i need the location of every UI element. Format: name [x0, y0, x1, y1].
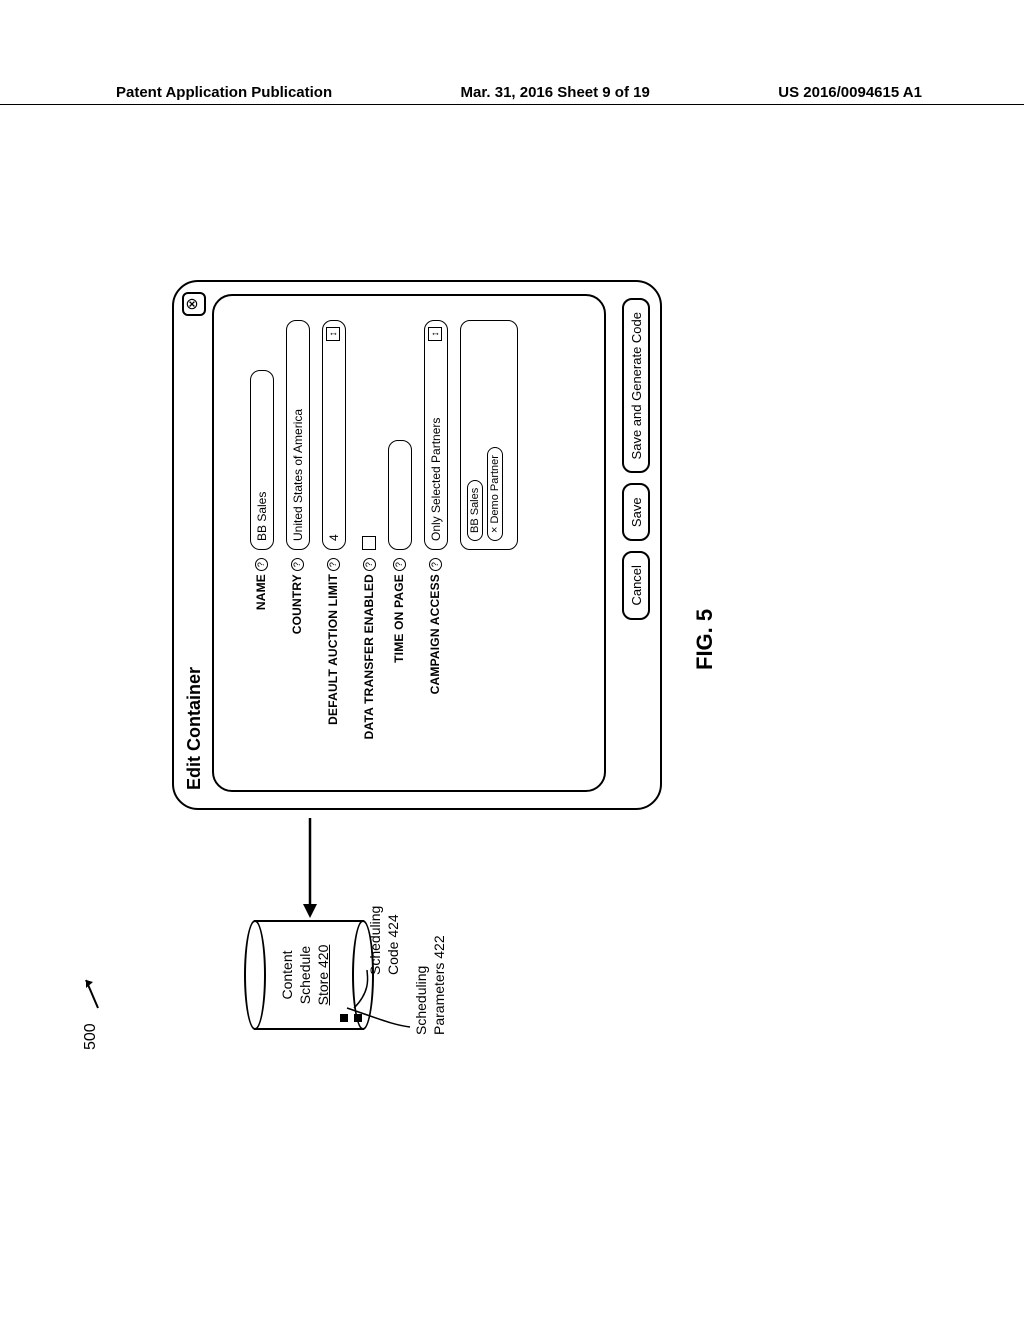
ref-arrow-icon	[84, 970, 102, 1010]
row-transfer: DATA TRANSFER ENABLED?	[358, 296, 376, 790]
header-right: US 2016/0094615 A1	[778, 84, 922, 101]
dialog-buttons: Cancel Save Save and Generate Code	[622, 298, 650, 620]
row-partners: BB Sales × Demo Partner	[460, 296, 518, 790]
checkbox-transfer[interactable]	[362, 536, 376, 550]
partner-chip[interactable]: BB Sales	[467, 480, 483, 541]
cancel-button[interactable]: Cancel	[622, 551, 650, 619]
header-rule	[0, 104, 1024, 105]
row-auction: DEFAULT AUCTION LIMIT? 4 ↕	[322, 296, 346, 790]
header-left: Patent Application Publication	[116, 84, 332, 101]
label-time-on-page: TIME ON PAGE?	[388, 550, 406, 790]
partners-list[interactable]: BB Sales × Demo Partner	[460, 320, 518, 550]
ref-number-500: 500	[82, 1023, 100, 1050]
input-time-on-page[interactable]	[388, 440, 412, 550]
label-name: NAME?	[250, 550, 268, 790]
close-icon[interactable]: ⊗	[182, 292, 206, 316]
save-generate-button[interactable]: Save and Generate Code	[622, 298, 650, 473]
db-markers	[340, 1014, 362, 1022]
select-country[interactable]: United States of America	[286, 320, 310, 550]
help-icon[interactable]: ?	[363, 558, 376, 571]
label-country: COUNTRY?	[286, 550, 304, 790]
dialog-title: Edit Container	[184, 667, 205, 790]
label-auction-limit: DEFAULT AUCTION LIMIT?	[322, 550, 340, 790]
input-name[interactable]: BB Sales	[250, 370, 274, 550]
select-campaign-access[interactable]: Only Selected Partners ↕	[424, 320, 448, 550]
arrow-dialog-to-db-icon	[300, 818, 320, 918]
row-timeon: TIME ON PAGE?	[388, 296, 412, 790]
form: NAME? BB Sales COUNTRY? United States of…	[250, 296, 530, 790]
chevron-updown-icon[interactable]: ↕	[428, 327, 442, 341]
save-button[interactable]: Save	[622, 483, 650, 541]
row-access: CAMPAIGN ACCESS? Only Selected Partners …	[424, 296, 448, 790]
help-icon[interactable]: ?	[255, 558, 268, 571]
figure-label: FIG. 5	[692, 609, 718, 670]
callout-scheduling-code: Scheduling Code 424	[366, 906, 402, 975]
label-transfer-enabled: DATA TRANSFER ENABLED?	[358, 550, 376, 790]
chevron-updown-icon[interactable]: ↕	[326, 327, 340, 341]
row-name: NAME? BB Sales	[250, 296, 274, 790]
edit-container-dialog: Edit Container ⊗ NAME? BB Sales COUNTRY?	[172, 280, 662, 810]
label-campaign-access: CAMPAIGN ACCESS?	[424, 550, 442, 790]
db-label: Content Schedule Store 420	[278, 920, 333, 1030]
figure-canvas: 500 Content Schedule Store 420 Schedulin…	[172, 280, 852, 1000]
callout-scheduling-params: Scheduling Parameters 422	[412, 935, 448, 1035]
page-header: Patent Application Publication Mar. 31, …	[0, 84, 1024, 101]
help-icon[interactable]: ?	[429, 558, 442, 571]
help-icon[interactable]: ?	[291, 558, 304, 571]
header-center: Mar. 31, 2016 Sheet 9 of 19	[461, 84, 650, 101]
row-country: COUNTRY? United States of America	[286, 296, 310, 790]
help-icon[interactable]: ?	[327, 558, 340, 571]
partner-chip[interactable]: × Demo Partner	[487, 447, 503, 541]
help-icon[interactable]: ?	[393, 558, 406, 571]
dialog-inner: NAME? BB Sales COUNTRY? United States of…	[212, 294, 606, 792]
select-auction-limit[interactable]: 4 ↕	[322, 320, 346, 550]
